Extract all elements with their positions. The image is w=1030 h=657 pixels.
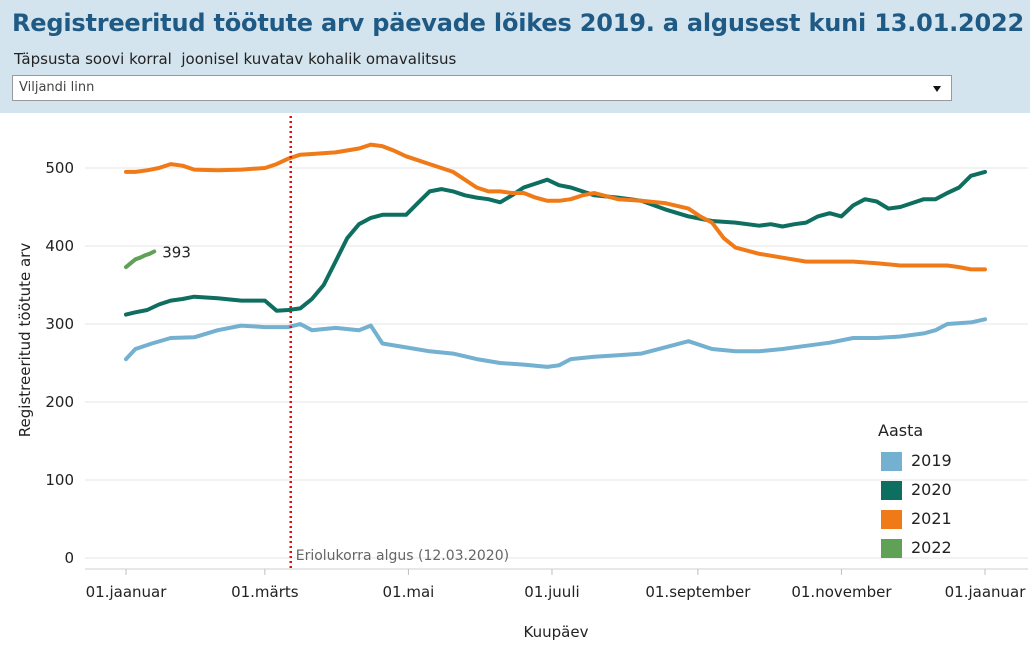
series-line-2022 — [124, 249, 157, 270]
legend-items: 2019 2020 2021 2022 — [881, 451, 952, 558]
page-title: Registreeritud töötute arv päevade lõike… — [12, 9, 1025, 37]
y-tick-label: 500 — [45, 159, 74, 177]
legend-swatch-2022 — [881, 539, 902, 558]
x-tick-label: 01.jaanuar — [86, 583, 168, 601]
legend-label-2021: 2021 — [911, 509, 952, 528]
y-tick-label: 300 — [45, 315, 74, 333]
y-tick-label: 0 — [64, 549, 74, 567]
x-tick-label: 01.november — [791, 583, 892, 601]
line-chart: 0 100 200 300 400 500 01.jaanuar 01.märts 01.ma… — [16, 116, 1028, 641]
legend-label-2020: 2020 — [911, 480, 952, 499]
annotation-label: Eriolukorra algus (12.03.2020) — [296, 548, 509, 564]
filter-label: Täpsusta soovi korral joonisel kuvatav k… — [14, 50, 457, 68]
series-line-2021 — [124, 142, 987, 272]
x-tick-label: 01.september — [645, 583, 751, 601]
y-tick-label: 200 — [45, 393, 74, 411]
legend: Aasta 2019 2020 2021 2022 — [878, 421, 952, 558]
caret-down-icon[interactable] — [931, 83, 943, 95]
annotations: Eriolukorra algus (12.03.2020) — [289, 116, 509, 568]
legend-swatch-2021 — [881, 510, 902, 529]
legend-label-2022: 2022 — [911, 538, 952, 557]
series-end-label-2022: 393 — [162, 243, 191, 261]
series-line-2020 — [124, 169, 987, 317]
y-axis-title: Registreeritud töötute arv — [16, 243, 34, 438]
y-axis-ticks: 0 100 200 300 400 500 — [45, 159, 74, 567]
x-tick-label: 01.juuli — [524, 583, 579, 601]
x-tick-label: 01.jaanuar — [945, 583, 1027, 601]
x-axis-ticks: 01.jaanuar 01.märts 01.mai 01.juuli 01.septe… — [86, 569, 1027, 601]
header-panel: Registreeritud töötute arv päevade lõike… — [0, 0, 1030, 113]
y-tick-label: 400 — [45, 237, 74, 255]
y-tick-label: 100 — [45, 471, 74, 489]
municipality-dropdown[interactable]: Viljandi linn — [12, 75, 952, 101]
series-line-2019 — [124, 317, 987, 369]
series-lines: 393 — [124, 142, 987, 369]
legend-title: Aasta — [878, 421, 923, 440]
legend-swatch-2019 — [881, 452, 902, 471]
legend-label-2019: 2019 — [911, 451, 952, 470]
grid — [85, 167, 1028, 570]
x-axis-title: Kuupäev — [524, 623, 589, 641]
legend-swatch-2020 — [881, 481, 902, 500]
x-tick-label: 01.märts — [231, 583, 299, 601]
x-tick-label: 01.mai — [382, 583, 434, 601]
dropdown-selected-value: Viljandi linn — [19, 80, 95, 95]
